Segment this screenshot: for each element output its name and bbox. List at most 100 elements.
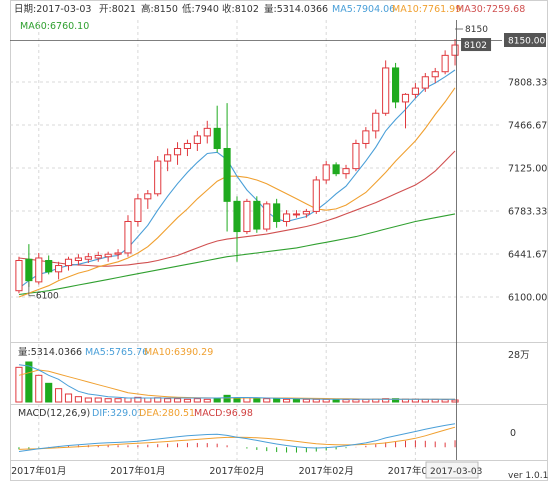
volume-bar <box>94 397 102 403</box>
candle <box>302 208 310 218</box>
candle <box>253 196 261 233</box>
volume-bar <box>35 374 43 403</box>
candle <box>144 190 152 209</box>
candles <box>15 39 459 294</box>
x-tick-label: 2017年01月 <box>11 465 66 477</box>
chart-frame <box>10 0 548 481</box>
volume-bar <box>233 397 241 403</box>
candle <box>203 120 211 144</box>
volume-bar <box>342 399 350 403</box>
x-tick-label: 2017年02月 <box>299 465 354 477</box>
volume-bar <box>273 398 281 403</box>
volume-bar <box>104 398 112 403</box>
candle <box>372 109 380 139</box>
volume-bar <box>312 398 320 403</box>
x-axis: 2017年01月 2017年01月 2017年02月 2017年02月 2017年02月 <box>11 465 443 477</box>
volume-bar <box>263 398 271 403</box>
candle <box>35 252 43 285</box>
volume-bar <box>45 382 53 403</box>
candle <box>431 67 439 84</box>
volume-bar <box>203 398 211 403</box>
macd-dea-label: DEA:280.51 <box>139 408 195 419</box>
volume-bar <box>223 394 231 403</box>
volume-bar <box>382 398 390 403</box>
crosshair-price-text: 8150.00 <box>508 37 545 47</box>
ma30-label: MA30:7259.68 <box>456 4 525 15</box>
low-marker-label: 6100 <box>36 292 59 302</box>
candle <box>352 139 360 172</box>
date-label: 日期:2017-03-03 <box>14 4 91 15</box>
volume-bar <box>74 396 82 403</box>
price-grid <box>10 20 502 460</box>
last-price-label: 8102 <box>464 41 487 51</box>
volume-bar <box>332 399 340 403</box>
volume-bar <box>84 397 92 403</box>
volume-bars <box>15 361 459 403</box>
crosshair-price-tag <box>504 33 546 47</box>
x-tick-label: 2017年01月 <box>110 465 165 477</box>
candle <box>392 62 400 109</box>
volume-bar <box>164 398 172 403</box>
price-annotations: 8150 8102 6100 <box>28 25 492 302</box>
volume-bar <box>282 398 291 403</box>
volume-moving-averages <box>18 364 455 400</box>
candle <box>362 127 370 149</box>
volume-ma5-line <box>18 364 455 400</box>
volume-bar <box>392 398 400 403</box>
candle <box>15 256 23 294</box>
volume-bar <box>15 366 23 403</box>
volume-panel-volume-label: 量:5314.0366 <box>18 347 82 358</box>
candle <box>124 215 132 257</box>
candle <box>64 256 73 271</box>
candle <box>411 83 419 99</box>
crosshair-date-text: 2017-03-03 <box>430 467 482 477</box>
candle <box>104 251 112 262</box>
macd-dif-label: DIF:329.01 <box>92 408 143 419</box>
candle <box>342 164 350 179</box>
volume-bar <box>193 398 201 403</box>
volume-axis-label: 28万 <box>508 350 530 361</box>
candle <box>382 60 390 116</box>
volume-bar <box>253 398 261 403</box>
volume-bar <box>352 399 360 403</box>
candle <box>223 103 231 232</box>
volume-bar <box>183 398 192 403</box>
price-tick-label: 7466.67 <box>508 120 547 131</box>
candle <box>45 255 53 275</box>
macd-info-header: MACD(12,26,9) DIF:329.01 DEA:280.51 MACD… <box>18 408 253 419</box>
candle <box>164 148 172 172</box>
candle <box>322 161 330 184</box>
ma60-label: MA60:6760.10 <box>20 21 89 32</box>
candle <box>154 156 162 197</box>
candle <box>441 50 449 75</box>
candle <box>263 201 271 232</box>
volume-bar <box>55 388 63 403</box>
volume-bar <box>441 399 449 403</box>
low-label: 低:7940 <box>182 3 219 15</box>
candle <box>451 39 459 66</box>
price-axis: 7808.33 7466.67 7125.00 6783.33 6441.67 6100.… <box>508 78 547 304</box>
candle <box>273 198 281 228</box>
price-tick-label: 7808.33 <box>508 78 547 89</box>
candle <box>401 93 410 129</box>
price-tick-label: 6100.00 <box>508 293 547 304</box>
volume-bar <box>292 398 301 403</box>
price-tick-label: 7125.00 <box>508 164 547 175</box>
volume-bar <box>114 398 122 403</box>
macd-title: MACD(12,26,9) <box>18 408 90 419</box>
candle <box>173 142 182 165</box>
volume-bar <box>173 398 182 403</box>
candle <box>421 72 429 92</box>
candle <box>84 252 92 264</box>
candle <box>183 139 192 157</box>
candle <box>94 251 102 262</box>
volume-ma10-label: MA10:6390.29 <box>144 347 213 358</box>
price-info-header: 日期:2017-03-03 开:8021 高:8150 低:7940 收:810… <box>14 3 525 32</box>
candle <box>25 244 33 287</box>
candle <box>134 193 142 227</box>
volume-bar <box>124 397 132 403</box>
macd-lines <box>18 423 456 452</box>
volume-bar <box>144 397 152 403</box>
macd-axis-label: 0 <box>510 428 516 439</box>
